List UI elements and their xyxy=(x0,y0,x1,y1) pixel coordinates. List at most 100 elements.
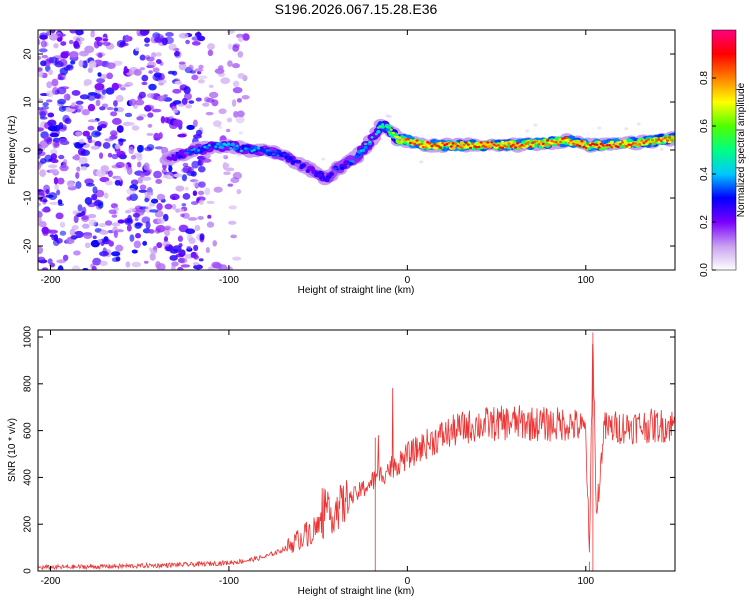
noise-blob xyxy=(80,166,88,171)
ridge-segment xyxy=(426,141,430,144)
noise-blob xyxy=(139,184,147,190)
noise-blob xyxy=(71,102,76,107)
noise-blob xyxy=(419,160,424,164)
ridge-segment xyxy=(449,145,453,148)
noise-blob xyxy=(115,256,121,262)
noise-blob xyxy=(97,52,103,58)
noise-blob xyxy=(134,217,139,222)
noise-blob xyxy=(103,236,109,242)
noise-blob xyxy=(125,261,131,268)
noise-blob xyxy=(50,148,58,155)
ridge-segment xyxy=(222,142,226,146)
noise-blob xyxy=(138,209,146,213)
ridge-segment xyxy=(513,146,517,149)
noise-blob xyxy=(227,60,233,67)
noise-blob xyxy=(129,122,135,126)
snr-y-tick-label: 400 xyxy=(23,469,34,486)
spectrogram-y-tick-label: 20 xyxy=(23,48,34,60)
ridge-segment xyxy=(329,172,333,176)
noise-blob xyxy=(154,36,163,43)
noise-blob xyxy=(114,143,121,150)
noise-blob xyxy=(111,222,121,227)
noise-blob xyxy=(124,34,130,43)
noise-blob xyxy=(124,112,133,118)
snr-y-tick-label: 1000 xyxy=(23,325,34,348)
noise-blob xyxy=(106,106,114,111)
noise-blob xyxy=(146,93,155,98)
noise-blob xyxy=(48,56,58,64)
noise-blob xyxy=(115,161,125,169)
noise-blob xyxy=(111,82,119,91)
ridge-segment xyxy=(235,144,239,148)
ridge-segment xyxy=(670,138,674,142)
noise-blob xyxy=(212,240,218,247)
noise-blob xyxy=(187,166,195,175)
ridge-segment xyxy=(346,162,350,165)
ridge-segment xyxy=(186,151,190,155)
snr-y-tick-label: 0 xyxy=(23,568,34,574)
noise-blob xyxy=(189,70,197,74)
ridge-segment xyxy=(657,138,661,141)
snr-plot-area xyxy=(38,330,675,571)
noise-blob xyxy=(143,192,152,196)
noise-blob xyxy=(321,157,326,161)
ridge-segment xyxy=(616,145,620,149)
noise-blob xyxy=(186,245,192,250)
noise-blob xyxy=(235,115,245,124)
noise-blob xyxy=(156,202,163,211)
ridge-segment xyxy=(430,144,434,148)
ridge-segment xyxy=(321,172,325,175)
ridge-segment xyxy=(178,149,185,155)
noise-blob xyxy=(73,40,80,49)
ridge-segment xyxy=(199,144,203,148)
ridge-segment xyxy=(644,140,648,143)
noise-blob xyxy=(187,217,198,221)
noise-blob xyxy=(149,191,154,196)
ridge-segment xyxy=(436,145,440,148)
noise-blob xyxy=(88,219,97,227)
noise-blob xyxy=(98,223,106,228)
noise-blob xyxy=(90,31,96,38)
ridge-segment xyxy=(454,142,458,146)
noise-blob xyxy=(55,212,64,220)
ridge-segment xyxy=(522,144,526,148)
spectrogram-y-axis-label: Frequency (Hz) xyxy=(7,116,18,185)
ridge-segment xyxy=(663,136,667,139)
snr-marks xyxy=(38,332,675,571)
noise-blob xyxy=(175,208,180,213)
noise-blob xyxy=(77,204,83,212)
noise-blob xyxy=(102,41,111,46)
ridge-segment xyxy=(172,157,178,162)
snr-x-tick-label: -100 xyxy=(219,576,239,587)
noise-blob xyxy=(90,239,100,248)
ridge-segment xyxy=(192,148,196,151)
ridge-segment xyxy=(227,142,231,145)
ridge-segment xyxy=(214,145,218,148)
noise-blob xyxy=(197,215,204,220)
noise-blob xyxy=(74,154,80,161)
noise-blob xyxy=(164,225,171,230)
noise-blob xyxy=(57,33,66,37)
ridge-segment xyxy=(516,142,520,145)
ridge-segment xyxy=(314,171,318,174)
noise-blob xyxy=(148,70,153,74)
noise-blob xyxy=(117,138,127,142)
noise-blob xyxy=(197,35,206,42)
ridge-segment xyxy=(479,141,483,144)
noise-blob xyxy=(237,36,244,42)
noise-blob xyxy=(38,98,44,102)
noise-blob xyxy=(114,179,121,186)
noise-blob xyxy=(122,121,133,127)
ridge-segment xyxy=(398,136,402,140)
noise-blob xyxy=(237,51,244,58)
noise-blob xyxy=(131,249,138,254)
noise-blob xyxy=(40,40,47,48)
noise-blob xyxy=(46,81,53,89)
noise-blob xyxy=(144,104,155,111)
noise-blob xyxy=(98,152,104,159)
ridge-segment xyxy=(459,140,465,145)
noise-blob xyxy=(195,97,202,102)
noise-blob xyxy=(191,41,201,46)
colorbar-label: Normalized spectral amplitude xyxy=(736,82,747,217)
